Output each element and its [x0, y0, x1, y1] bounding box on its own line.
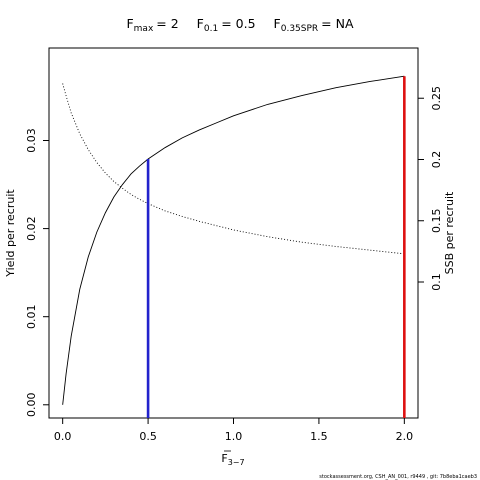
y-axis: 0.00 0.01 0.02 0.03 [25, 128, 49, 417]
y-axis-label: Yield per recruit [4, 189, 17, 278]
x-axis-label-main: F [221, 452, 227, 465]
y-tick-label: 0.01 [25, 304, 38, 329]
y2-axis-label: SSB per recruit [443, 191, 456, 274]
title-fspr-subscript: 0.35SPR [281, 24, 318, 34]
series-layer [62, 75, 405, 405]
x-tick-label: 1.0 [225, 430, 243, 443]
y2-tick-label: 0.15 [430, 208, 443, 233]
title-f01-value: = 0.5 [221, 16, 255, 31]
y-tick-label: 0.03 [25, 128, 38, 153]
x-axis-label-sub: 3−7 [228, 458, 245, 467]
x-tick-label: 0.0 [54, 430, 72, 443]
title-fspr-symbol: F [274, 16, 281, 31]
title-f01-subscript: 0.1 [204, 24, 218, 34]
x-axis-label: F3−7 [221, 452, 244, 467]
title-fmax-symbol: F [126, 16, 133, 31]
x-tick-label: 0.5 [139, 430, 157, 443]
title-fmax-value: = 2 [156, 16, 178, 31]
chart-title: Fmax = 2 F0.1 = 0.5 F0.35SPR = NA [126, 16, 354, 34]
ssb-per-recruit-line [62, 83, 405, 255]
x-tick-label: 1.5 [310, 430, 328, 443]
y2-axis: 0.1 0.15 0.2 0.25 [418, 86, 443, 291]
x-axis: 0.0 0.5 1.0 1.5 2.0 [54, 418, 413, 443]
x-tick-label: 2.0 [396, 430, 414, 443]
y-tick-label: 0.00 [25, 393, 38, 418]
title-fspr-value: = NA [321, 16, 354, 31]
y2-tick-label: 0.2 [430, 151, 443, 169]
yield-per-recruit-line [62, 75, 405, 405]
footer-note: stockassessment.org, CSH_AN_001, r9449 ,… [319, 474, 477, 480]
y2-tick-label: 0.1 [430, 273, 443, 291]
y-tick-label: 0.02 [25, 216, 38, 241]
reference-lines [146, 76, 406, 418]
title-fmax-subscript: max [134, 24, 154, 34]
y2-tick-label: 0.25 [430, 86, 443, 111]
plot-frame [48, 47, 419, 419]
title-f01-symbol: F [197, 16, 204, 31]
